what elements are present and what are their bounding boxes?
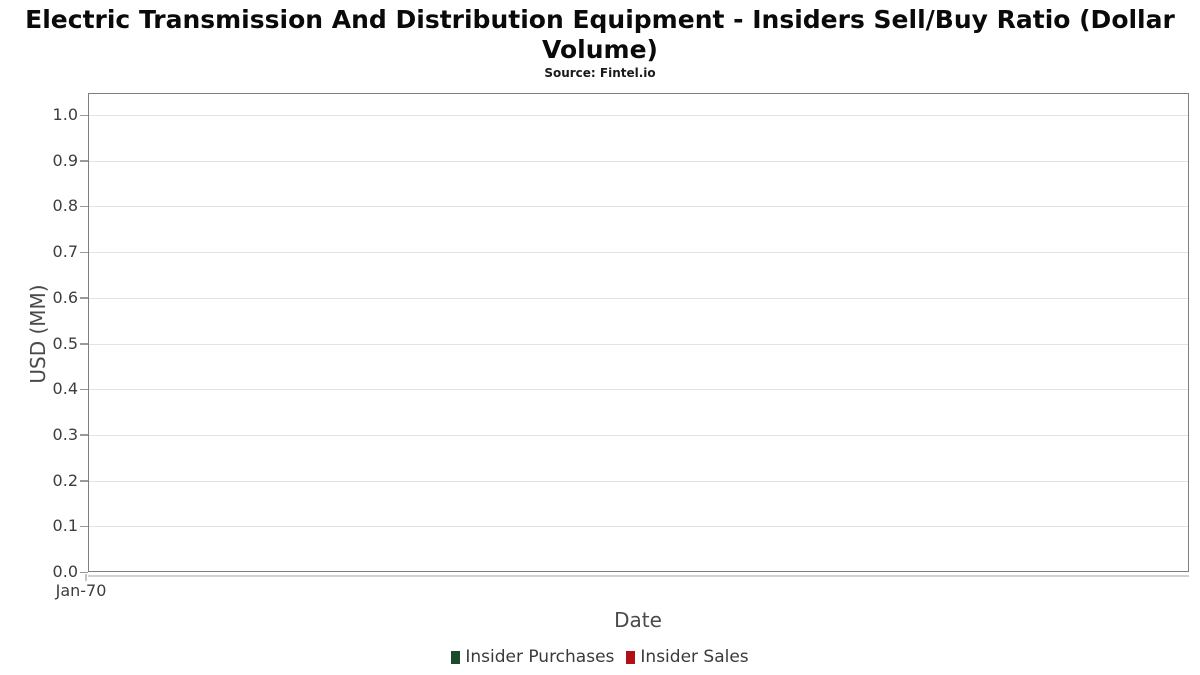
gridline (89, 297, 1188, 299)
gridline (89, 343, 1188, 345)
y-tick-label: 0.2 (52, 470, 78, 490)
gridline (89, 526, 1188, 528)
gridline (89, 434, 1188, 436)
legend-marker-insider-purchases-icon (451, 650, 461, 664)
y-axis-title: USD (MM) (26, 284, 50, 384)
x-tick-mark (85, 574, 87, 581)
y-tick-mark (80, 343, 88, 345)
legend-label-insider-sales: Insider Sales (640, 647, 749, 667)
y-tick-label: 0.6 (52, 287, 78, 307)
y-tick-mark (80, 114, 88, 116)
y-tick-mark (80, 434, 88, 436)
y-tick-label: 0.7 (52, 242, 78, 262)
gridline (89, 206, 1188, 208)
plot-area (88, 93, 1189, 572)
gridline (89, 115, 1188, 116)
gridline (89, 480, 1188, 482)
legend-marker-insider-sales-icon (626, 650, 636, 664)
chart-title: Electric Transmission And Distribution E… (25, 5, 1175, 64)
y-tick-label: 0.9 (52, 150, 78, 170)
y-tick-mark (80, 480, 88, 482)
y-tick-mark (80, 388, 88, 391)
y-tick-mark (80, 205, 88, 208)
y-tick-label: 0.0 (52, 562, 78, 581)
x-axis-title: Date (614, 608, 662, 632)
gridline (89, 389, 1188, 391)
y-tick-label: 1.0 (52, 105, 78, 124)
y-tick-label: 0.3 (52, 424, 78, 444)
y-tick-mark (80, 571, 88, 573)
y-tick-label: 0.8 (52, 196, 78, 216)
legend: Insider Purchases Insider Sales (0, 647, 1200, 667)
y-tick-label: 0.1 (52, 516, 78, 536)
legend-item-insider-purchases[interactable]: Insider Purchases (451, 647, 614, 667)
y-tick-label: 0.4 (52, 379, 78, 399)
y-tick-mark (80, 297, 88, 299)
gridline (89, 252, 1188, 254)
y-tick-label: 0.5 (52, 333, 78, 353)
chart-subtitle: Source: Fintel.io (544, 66, 656, 80)
y-tick-mark (80, 525, 88, 528)
legend-item-insider-sales[interactable]: Insider Sales (626, 647, 749, 667)
x-axis-line (88, 575, 1189, 577)
gridline (89, 160, 1188, 162)
y-tick-mark (80, 251, 88, 254)
x-tick-label: Jan-70 (55, 581, 107, 600)
y-tick-mark (80, 160, 88, 162)
legend-label-insider-purchases: Insider Purchases (465, 647, 615, 667)
